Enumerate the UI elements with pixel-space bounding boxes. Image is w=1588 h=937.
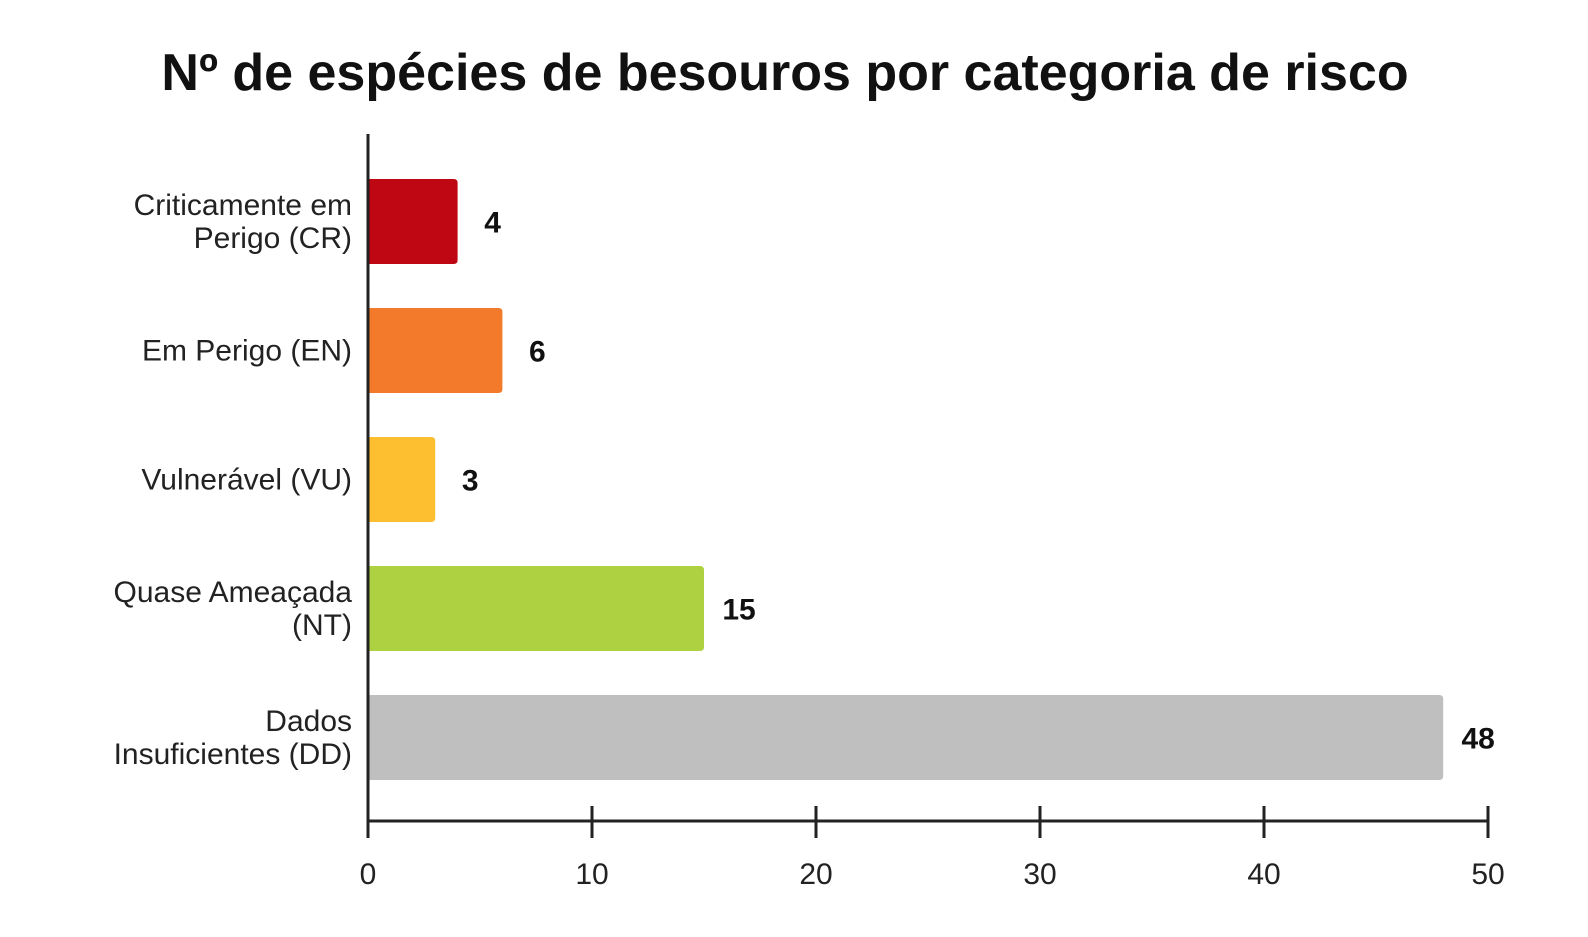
x-tick-label-10: 10 (575, 858, 608, 891)
data-label-4: 48 (1462, 723, 1495, 756)
x-tick-label-30: 30 (1023, 858, 1056, 891)
category-label-4: Insuficientes (DD) (114, 738, 352, 771)
bar-0 (368, 179, 458, 264)
chart-title: Nº de espécies de besouros por categoria… (161, 44, 1408, 102)
x-tick-label-40: 40 (1247, 858, 1280, 891)
category-label-3: Quase Ameaçada (114, 576, 353, 609)
data-label-1: 6 (529, 336, 546, 369)
category-label-0: Criticamente em (134, 189, 352, 222)
category-label-0: Perigo (CR) (194, 222, 352, 255)
bar-2 (368, 437, 436, 522)
category-label-3: (NT) (292, 609, 352, 642)
data-label-0: 4 (484, 207, 501, 240)
bar-1 (368, 308, 503, 393)
data-label-3: 15 (722, 594, 755, 627)
x-tick-label-20: 20 (799, 858, 832, 891)
category-label-2: Vulnerável (VU) (141, 464, 352, 497)
category-label-4: Dados (265, 705, 352, 738)
bar-3 (368, 566, 704, 651)
bar-4 (368, 695, 1444, 780)
category-label-1: Em Perigo (EN) (142, 335, 352, 368)
x-tick-label-0: 0 (360, 858, 377, 891)
x-tick-label-50: 50 (1471, 858, 1504, 891)
data-label-2: 3 (462, 465, 479, 498)
